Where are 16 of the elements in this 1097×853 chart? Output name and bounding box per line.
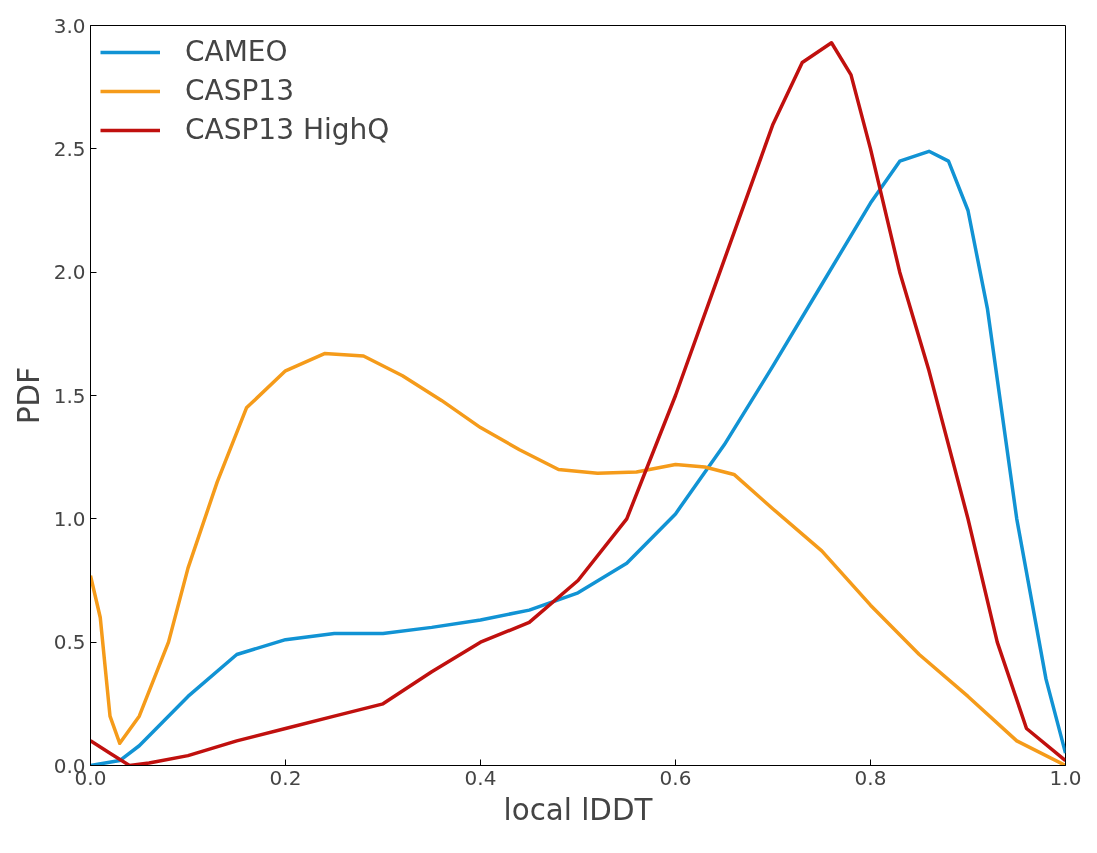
y-tick-label: 0.5: [53, 630, 86, 655]
y-axis-title: PDF: [11, 366, 46, 425]
x-tick-label: 0.2: [269, 765, 302, 790]
y-tick-label: 3.0: [53, 13, 86, 38]
legend-label: CASP13 HighQ: [185, 113, 390, 146]
y-tick-label: 2.5: [53, 136, 86, 161]
legend-label: CASP13: [185, 74, 294, 107]
y-tick-label: 2.0: [53, 260, 86, 285]
x-axis-title: local lDDT: [503, 792, 653, 827]
x-tick-label: 0.8: [854, 765, 887, 790]
y-tick-label: 1.0: [53, 506, 86, 531]
y-tick-label: 1.5: [53, 383, 86, 408]
x-tick-label: 0.6: [659, 765, 692, 790]
legend-label: CAMEO: [185, 35, 288, 68]
x-tick-label: 1.0: [1049, 765, 1082, 790]
x-tick-label: 0.4: [464, 765, 497, 790]
